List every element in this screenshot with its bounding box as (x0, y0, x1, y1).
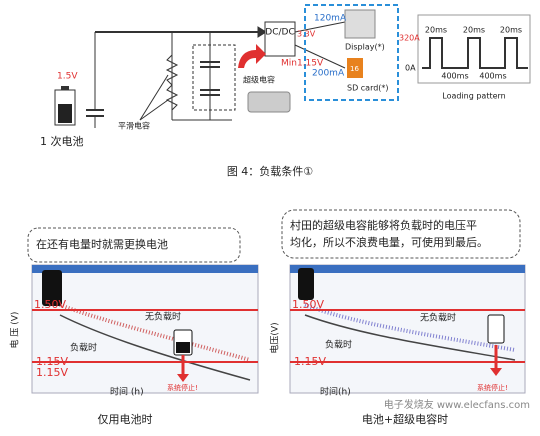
axis-label: 时间(h) (320, 386, 351, 398)
label: 200mA (312, 69, 345, 79)
circuit (86, 4, 531, 128)
label: 3.3V (297, 30, 316, 39)
label: 0A (405, 64, 416, 73)
label: 1.15V (294, 355, 326, 368)
timing-label: 400ms (441, 72, 468, 81)
label: SD card(*) (347, 84, 389, 93)
axis-label: 时间 (h) (110, 386, 144, 398)
display-icon (344, 9, 376, 39)
callout-text: 村田的超级电容能够将负载时的电压平 (290, 218, 477, 232)
label: 1.15V (36, 366, 68, 379)
timing-label: 400ms (479, 72, 506, 81)
arrow-icon (238, 44, 266, 68)
label: 负载时 (325, 339, 352, 351)
callout-text: 在还有电量时就需更换电池 (36, 237, 168, 251)
label: DC/DC (265, 28, 294, 38)
label: Min1.15V (281, 59, 324, 69)
caption: 图 4：负载条件① (227, 164, 313, 178)
label: 超级电容 (243, 75, 275, 85)
label: 平滑电容 (118, 121, 150, 131)
label: 1.15V (36, 355, 68, 368)
label: 系统停止! (477, 383, 508, 392)
label: 320A (399, 34, 420, 43)
supercap-icon (247, 91, 291, 113)
callout (27, 227, 241, 263)
label: Loading pattern (442, 92, 506, 101)
label: 1.50V (292, 298, 324, 311)
sd-icon (347, 58, 363, 78)
axis-label: 电 压 (V) (9, 312, 21, 349)
axis-label: 电压(V) (269, 322, 281, 353)
label: 120mA (314, 14, 347, 24)
callout (281, 209, 521, 259)
timing-label: 20ms (425, 26, 447, 35)
label: Display(*) (345, 43, 385, 52)
timing-label: 20ms (500, 26, 522, 35)
panel-title: 仅用电池时 (98, 413, 153, 426)
label: 1 次电池 (40, 134, 84, 148)
label: 无负载时 (420, 312, 456, 324)
watermark: 电子发烧友 www.elecfans.com (384, 398, 530, 411)
callout-text: 均化，所以不浪费电量，可使用到最后。 (290, 235, 488, 249)
timing-label: 20ms (463, 26, 485, 35)
label: 1.50V (34, 298, 66, 311)
label: 16 (350, 65, 359, 73)
label: 无负载时 (145, 311, 181, 323)
label: 系统停止! (167, 383, 198, 392)
chart-image (289, 264, 526, 394)
panel-title: 电池+超级电容时 (362, 412, 448, 426)
label: 1.5V (57, 72, 78, 82)
label: 负载时 (70, 342, 97, 354)
